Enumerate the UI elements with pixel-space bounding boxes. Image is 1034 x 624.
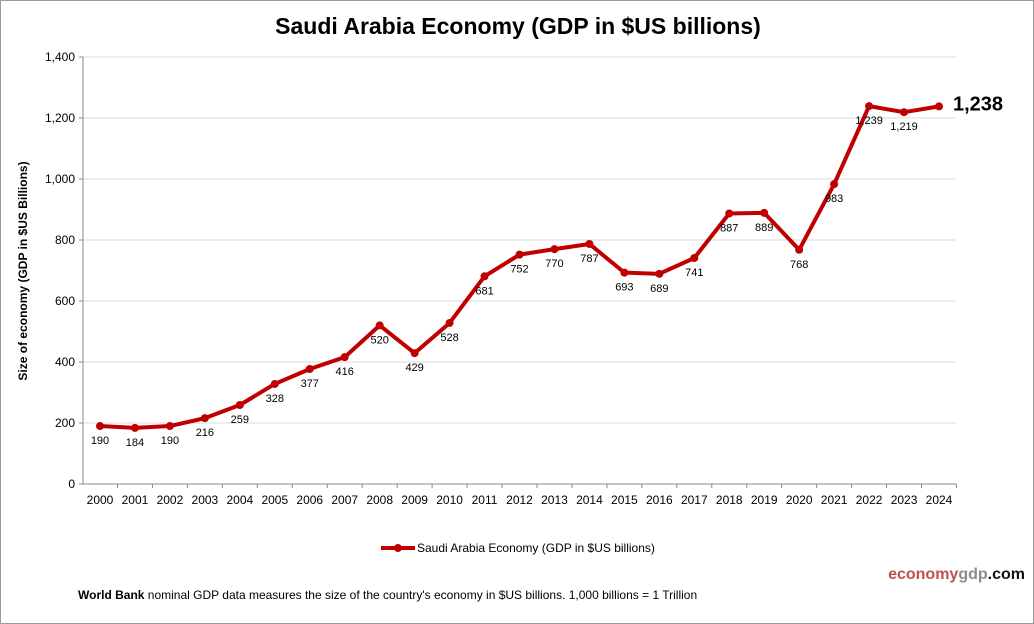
x-tick-label: 2021	[821, 493, 848, 507]
watermark-part: gdp	[958, 566, 988, 583]
data-point	[550, 245, 559, 254]
y-tick-label: 400	[55, 355, 75, 369]
data-point	[865, 102, 874, 111]
y-tick-label: 0	[68, 477, 75, 491]
data-point	[130, 423, 139, 432]
x-tick-label: 2020	[786, 493, 813, 507]
x-tick-label: 2001	[122, 493, 149, 507]
data-point	[200, 414, 209, 423]
chart-title: Saudi Arabia Economy (GDP in $US billion…	[275, 13, 761, 39]
data-point	[830, 180, 839, 189]
x-tick-label: 2015	[611, 493, 638, 507]
x-tick-label: 2005	[261, 493, 288, 507]
data-point	[305, 365, 314, 374]
x-tick-label: 2004	[226, 493, 253, 507]
x-tick-label: 2002	[157, 493, 184, 507]
data-point	[96, 422, 104, 431]
footer-text: nominal GDP data measures the size of th…	[144, 588, 698, 602]
footer-source: World Bank	[78, 588, 145, 602]
data-point	[760, 208, 769, 217]
x-tick-label: 2007	[331, 493, 358, 507]
x-tick-label: 2012	[506, 493, 533, 507]
data-label: 693	[615, 282, 633, 294]
data-label: 190	[161, 435, 179, 447]
x-tick-label: 2011	[472, 493, 498, 507]
y-tick-label: 800	[55, 233, 75, 247]
data-point	[725, 209, 734, 218]
data-point	[270, 379, 279, 388]
data-label: 787	[580, 253, 598, 265]
footer-note: World Bank nominal GDP data measures the…	[78, 588, 697, 602]
data-point	[165, 422, 174, 431]
data-point	[900, 108, 909, 117]
data-label: 768	[790, 259, 808, 271]
data-label-latest: 1,238	[953, 93, 1003, 115]
watermark-part: .com	[987, 566, 1025, 583]
legend-label: Saudi Arabia Economy (GDP in $US billion…	[417, 541, 655, 555]
data-point	[690, 253, 699, 262]
data-point	[410, 349, 419, 358]
x-tick-label: 2003	[192, 493, 219, 507]
data-label: 216	[196, 427, 214, 439]
x-tick-label: 2023	[891, 493, 918, 507]
legend-marker-icon	[381, 544, 415, 552]
x-tick-label: 2010	[436, 493, 463, 507]
data-point	[445, 318, 454, 327]
data-label: 887	[720, 222, 738, 234]
data-label: 889	[755, 222, 773, 234]
data-label: 689	[650, 283, 668, 295]
y-tick-label: 1,400	[45, 50, 75, 64]
data-label: 416	[336, 366, 354, 378]
data-point	[585, 239, 594, 248]
y-tick-label: 600	[55, 294, 75, 308]
data-label: 741	[685, 267, 703, 279]
data-point	[235, 401, 244, 410]
x-tick-label: 2013	[541, 493, 568, 507]
x-tick-label: 2018	[716, 493, 743, 507]
x-tick-label: 2008	[366, 493, 393, 507]
data-label: 681	[475, 285, 493, 297]
x-tick-label: 2014	[576, 493, 603, 507]
data-point	[795, 245, 804, 254]
y-tick-label: 200	[55, 416, 75, 430]
x-tick-label: 2000	[87, 493, 114, 507]
data-label: 770	[545, 258, 563, 270]
data-label: 752	[510, 264, 528, 276]
data-label: 528	[440, 332, 458, 344]
data-point	[655, 269, 664, 278]
x-tick-label: 2022	[856, 493, 883, 507]
data-label: 983	[825, 193, 843, 205]
data-point	[515, 250, 524, 259]
data-point	[375, 321, 384, 330]
data-point	[935, 102, 943, 111]
x-tick-label: 2017	[681, 493, 708, 507]
data-label: 520	[370, 334, 388, 346]
data-label: 184	[126, 437, 144, 449]
x-tick-label: 2019	[751, 493, 778, 507]
data-label: 259	[231, 414, 249, 426]
y-tick-label: 1,000	[45, 172, 75, 186]
data-label: 429	[405, 362, 423, 374]
data-point	[480, 272, 489, 281]
data-label: 190	[91, 435, 109, 447]
x-tick-label: 2024	[926, 493, 953, 507]
y-tick-label: 1,200	[45, 111, 75, 125]
data-label: 1,239	[855, 115, 883, 127]
data-point	[620, 268, 629, 277]
data-label: 377	[301, 378, 319, 390]
data-label: 328	[266, 393, 284, 405]
data-point	[340, 353, 349, 362]
watermark-part: economy	[888, 566, 959, 583]
watermark: economygdp.com	[888, 566, 1025, 584]
x-tick-label: 2016	[646, 493, 673, 507]
data-label: 1,219	[890, 121, 918, 133]
x-tick-label: 2006	[296, 493, 323, 507]
legend: Saudi Arabia Economy (GDP in $US billion…	[381, 541, 655, 555]
x-tick-label: 2009	[401, 493, 428, 507]
